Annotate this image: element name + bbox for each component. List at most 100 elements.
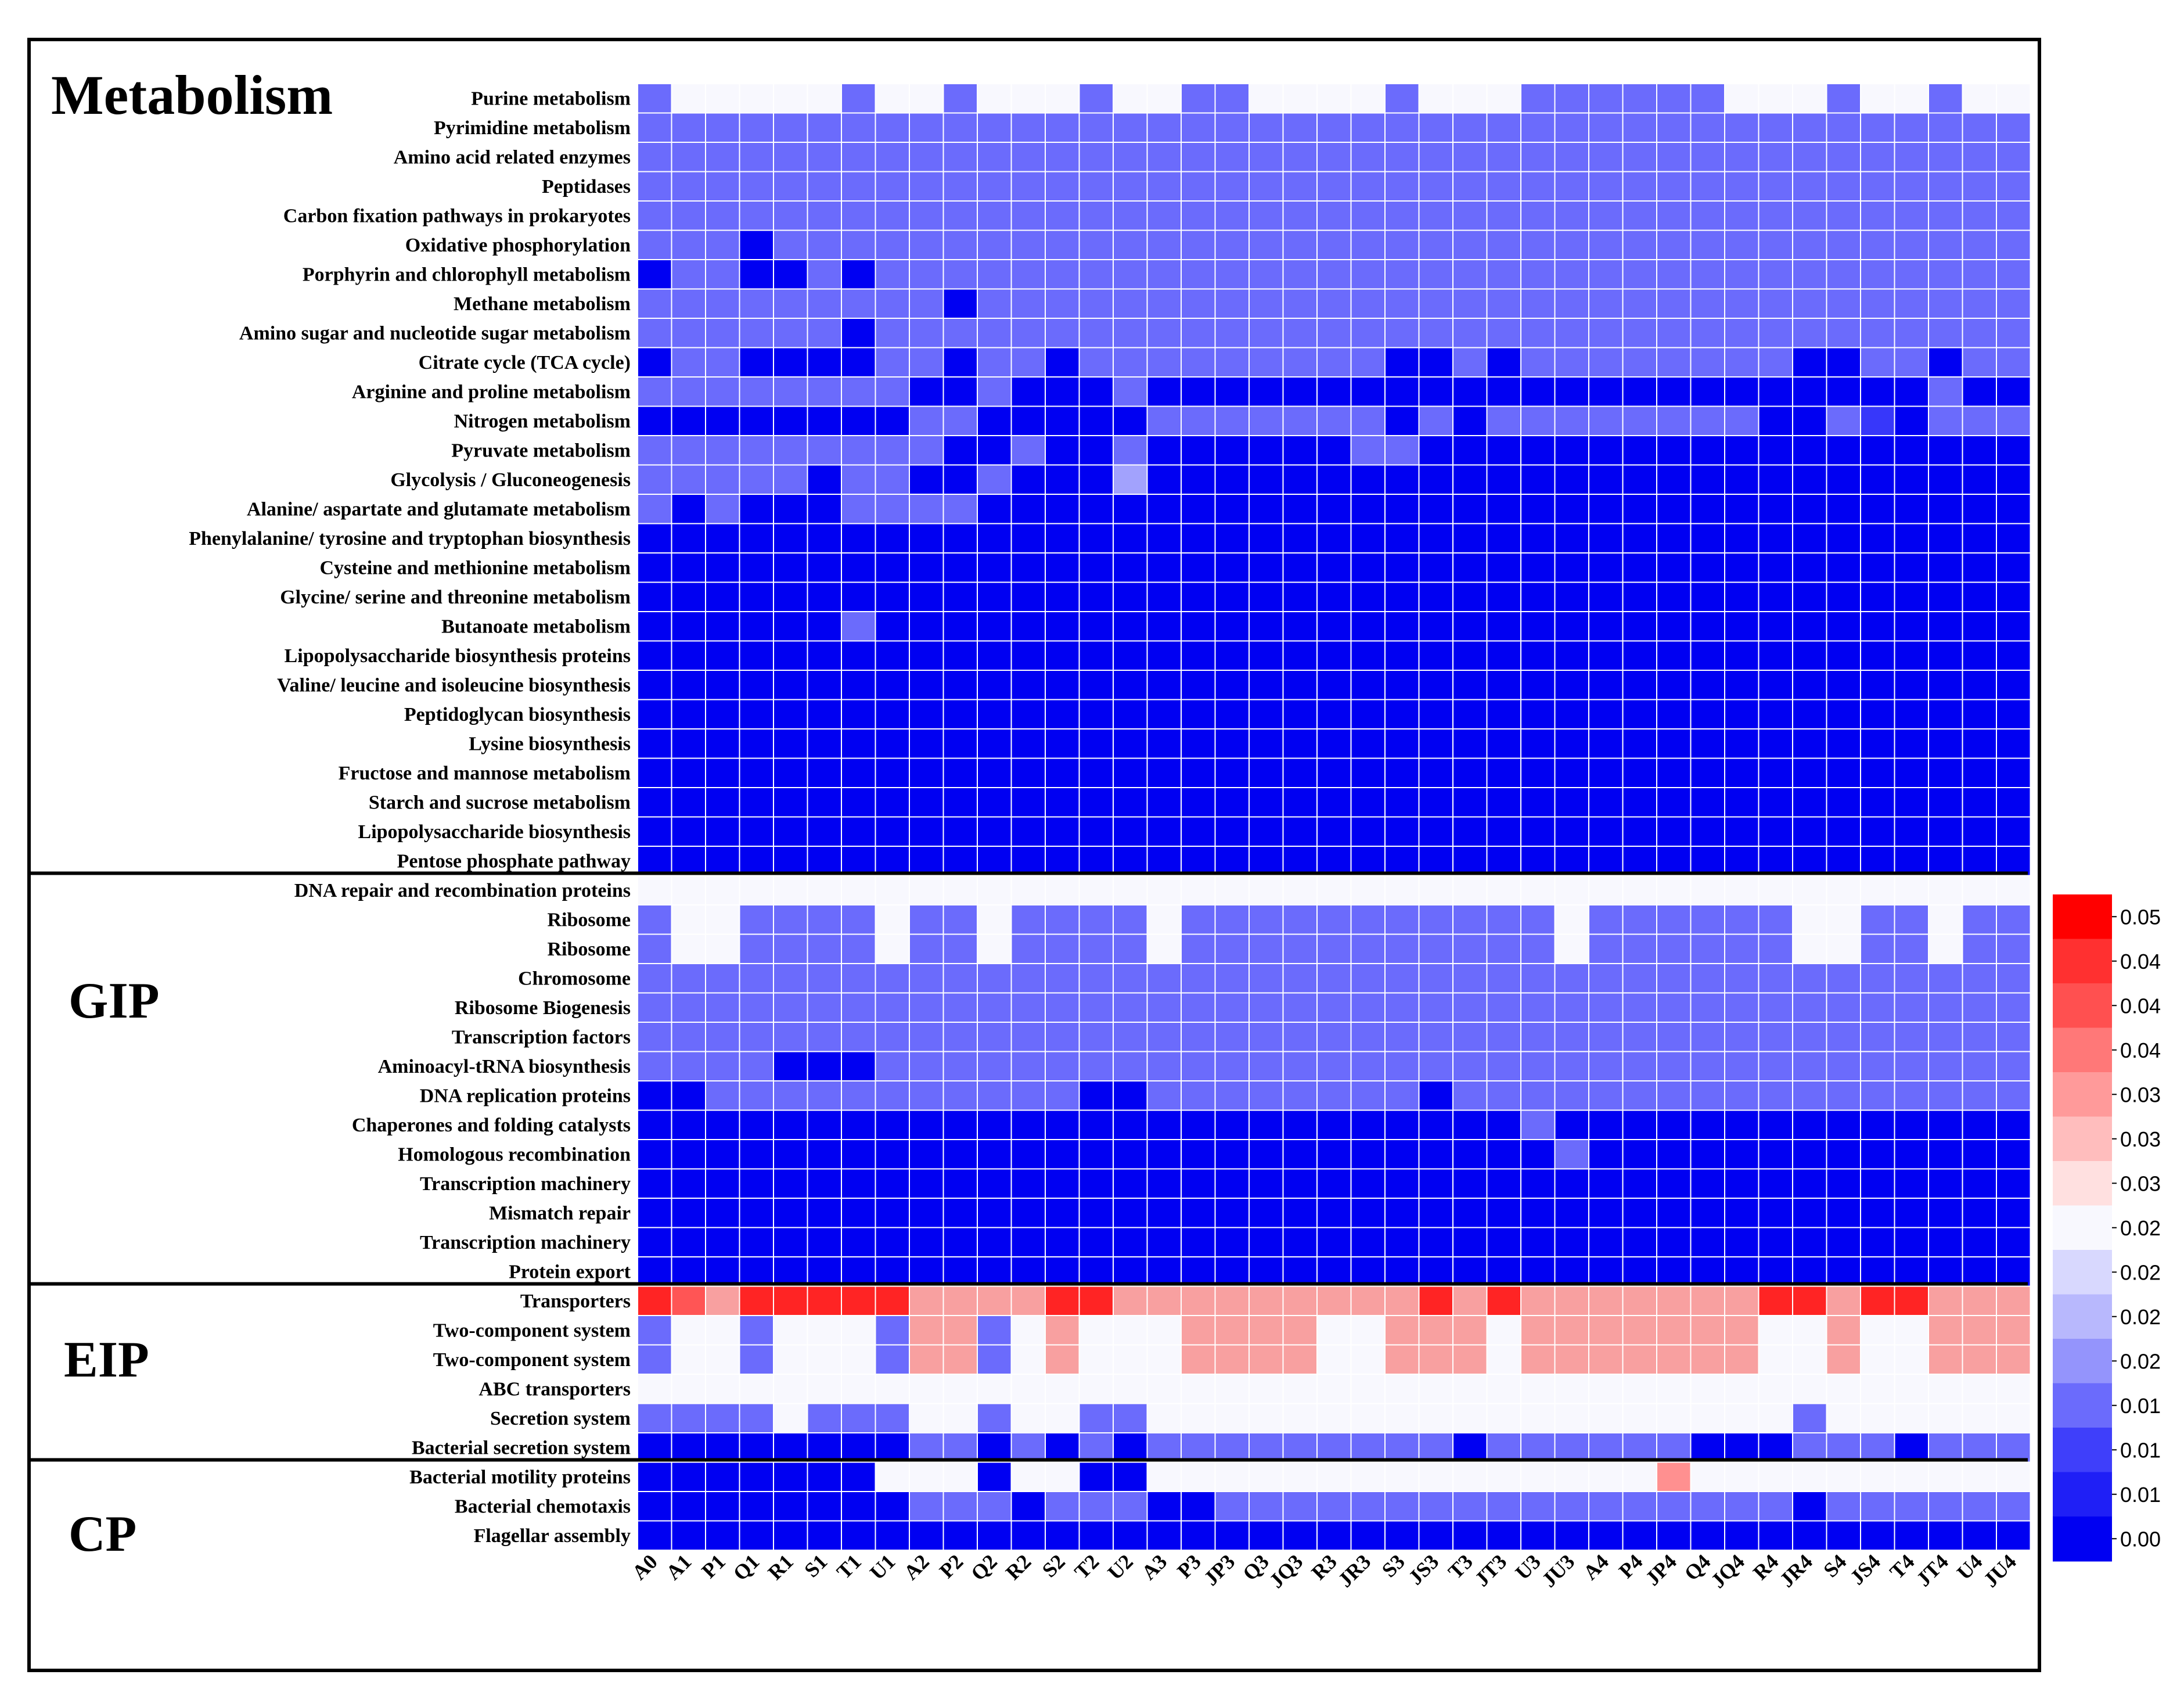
- row-label: Flagellar assembly: [474, 1525, 631, 1547]
- heatmap-cell: [977, 699, 1012, 729]
- heatmap-cell: [739, 1461, 774, 1492]
- heatmap-cell: [739, 728, 774, 759]
- heatmap-cell: [1656, 1344, 1692, 1375]
- heatmap-cell: [1656, 494, 1692, 524]
- heatmap-cell: [1996, 1198, 2031, 1228]
- heatmap-cell: [807, 435, 842, 466]
- heatmap-cell: [1010, 1285, 1046, 1316]
- heatmap-cell: [909, 318, 944, 348]
- heatmap-cell: [1894, 581, 1929, 612]
- column-label: P2: [935, 1550, 968, 1583]
- heatmap-cell: [773, 787, 808, 818]
- heatmap-cell: [1214, 1051, 1250, 1081]
- heatmap-cell: [1724, 1315, 1760, 1346]
- heatmap-cell: [1316, 1344, 1352, 1375]
- heatmap-cell: [1894, 728, 1929, 759]
- heatmap-cell: [1010, 611, 1046, 642]
- heatmap-cell: [1622, 1403, 1657, 1433]
- row-label: Lysine biosynthesis: [469, 733, 631, 754]
- heatmap-cell: [1282, 581, 1318, 612]
- heatmap-cell: [1928, 1285, 1963, 1316]
- heatmap-cell: [1113, 1461, 1148, 1492]
- heatmap-cell: [1045, 816, 1080, 847]
- heatmap-cell: [1928, 1491, 1963, 1522]
- heatmap-cell: [1045, 1491, 1080, 1522]
- heatmap-cell: [1350, 699, 1386, 729]
- heatmap-cell: [909, 1051, 944, 1081]
- heatmap-cell: [1452, 757, 1488, 788]
- heatmap-cell: [1078, 405, 1114, 436]
- heatmap-cell: [909, 83, 944, 114]
- heatmap-cell: [1996, 992, 2031, 1023]
- heatmap-cell: [1996, 963, 2031, 994]
- heatmap-cell: [1113, 699, 1148, 729]
- heatmap-cell: [1860, 1168, 1895, 1199]
- heatmap-cell: [841, 611, 876, 642]
- heatmap-cell: [1724, 494, 1760, 524]
- heatmap-cell: [1214, 1109, 1250, 1140]
- heatmap-cell: [1928, 83, 1963, 114]
- heatmap-cell: [1520, 523, 1556, 554]
- heatmap-cell: [1894, 787, 1929, 818]
- heatmap-cell: [637, 523, 672, 554]
- heatmap-cell: [1146, 1051, 1182, 1081]
- heatmap-cell: [1724, 435, 1760, 466]
- heatmap-cell: [1758, 1227, 1793, 1257]
- heatmap-cell: [1894, 1432, 1929, 1463]
- heatmap-cell: [1758, 933, 1793, 964]
- heatmap-cell: [909, 1139, 944, 1170]
- heatmap-cell: [1724, 405, 1760, 436]
- heatmap-cell: [1282, 1315, 1318, 1346]
- heatmap-cell: [1452, 846, 1488, 876]
- heatmap-cell: [841, 318, 876, 348]
- heatmap-cell: [1316, 1109, 1352, 1140]
- heatmap-cell: [1758, 1315, 1793, 1346]
- heatmap-cell: [1792, 1227, 1827, 1257]
- heatmap-cell: [1622, 83, 1657, 114]
- heatmap-cell: [1758, 171, 1793, 202]
- heatmap-cell: [705, 171, 740, 202]
- heatmap-cell: [1384, 259, 1420, 290]
- heatmap-cell: [1282, 376, 1318, 407]
- heatmap-cell: [1181, 1491, 1216, 1522]
- heatmap-cell: [1588, 933, 1624, 964]
- heatmap-cell: [1996, 1315, 2031, 1346]
- heatmap-cell: [875, 963, 910, 994]
- heatmap-cell: [1010, 581, 1046, 612]
- heatmap-cell: [1350, 1109, 1386, 1140]
- heatmap-cell: [1860, 83, 1895, 114]
- heatmap-cell: [671, 1109, 706, 1140]
- heatmap-cell: [1214, 494, 1250, 524]
- heatmap-cell: [773, 1403, 808, 1433]
- heatmap-cell: [1860, 112, 1895, 143]
- heatmap-cell: [1962, 640, 1997, 671]
- colorbar-swatch: [2053, 894, 2112, 940]
- heatmap-cell: [1010, 376, 1046, 407]
- heatmap-cell: [1113, 757, 1148, 788]
- heatmap-cell: [1418, 1080, 1453, 1111]
- heatmap-cell: [1045, 992, 1080, 1023]
- heatmap-cell: [841, 1139, 876, 1170]
- heatmap-cell: [1282, 1139, 1318, 1170]
- heatmap-cell: [1860, 1403, 1895, 1433]
- heatmap-cell: [1928, 1256, 1963, 1287]
- heatmap-cell: [1486, 1051, 1521, 1081]
- heatmap-cell: [1928, 435, 1963, 466]
- heatmap-cell: [909, 1432, 944, 1463]
- heatmap-cell: [637, 376, 672, 407]
- heatmap-cell: [1724, 347, 1760, 378]
- heatmap-cell: [1486, 757, 1521, 788]
- heatmap-cell: [1045, 611, 1080, 642]
- heatmap-cell: [773, 523, 808, 554]
- heatmap-cell: [942, 1461, 978, 1492]
- heatmap-cell: [1045, 229, 1080, 260]
- heatmap-cell: [1418, 347, 1453, 378]
- heatmap-cell: [1010, 846, 1046, 876]
- heatmap-cell: [1418, 670, 1453, 700]
- heatmap-cell: [1113, 1520, 1148, 1551]
- heatmap-cell: [1418, 259, 1453, 290]
- heatmap-cell: [1384, 1432, 1420, 1463]
- heatmap-cell: [1350, 904, 1386, 935]
- heatmap-cell: [875, 1520, 910, 1551]
- heatmap-cell: [909, 1344, 944, 1375]
